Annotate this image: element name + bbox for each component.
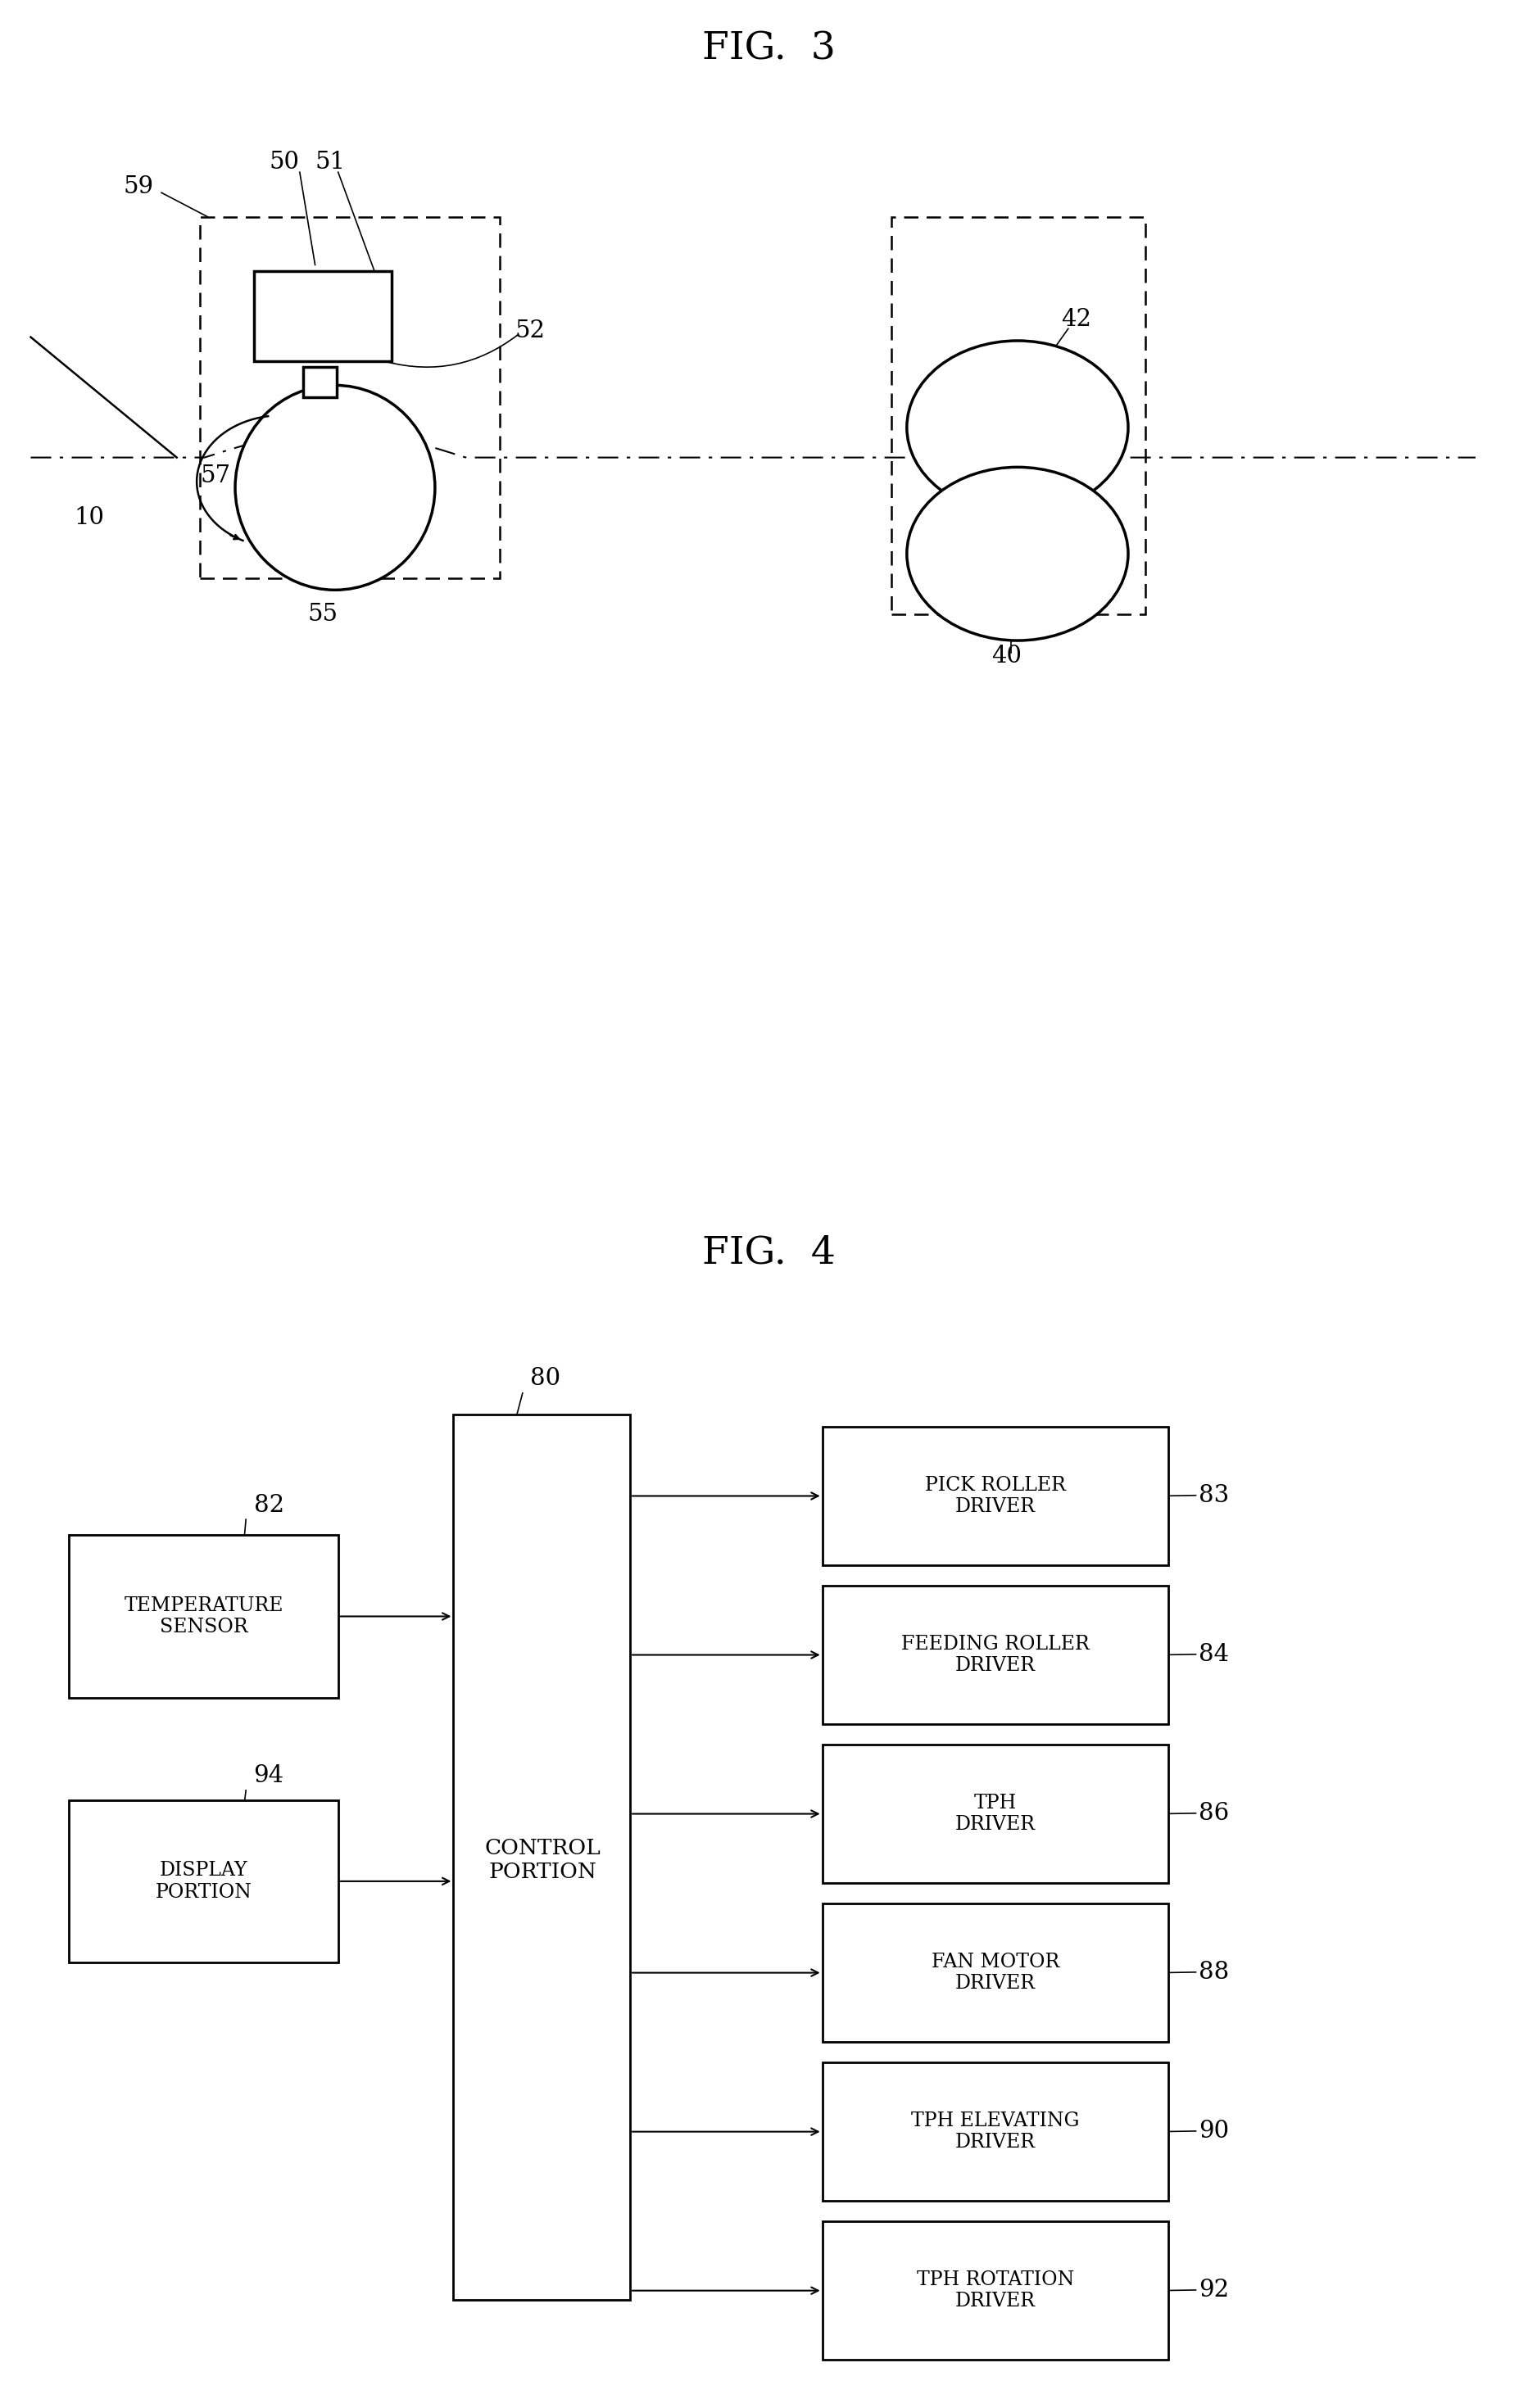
Text: TPH
DRIVER: TPH DRIVER xyxy=(954,1794,1036,1835)
Text: 57: 57 xyxy=(200,465,231,486)
Bar xyxy=(69,1801,338,1963)
Bar xyxy=(822,1743,1168,1883)
Text: 55: 55 xyxy=(307,602,338,626)
Text: TEMPERATURE
SENSOR: TEMPERATURE SENSOR xyxy=(124,1597,283,1637)
Bar xyxy=(69,1536,338,1698)
Text: 80: 80 xyxy=(530,1368,561,1389)
Text: TPH ROTATION
DRIVER: TPH ROTATION DRIVER xyxy=(916,2271,1074,2312)
Bar xyxy=(891,217,1145,614)
Text: 92: 92 xyxy=(1199,2278,1230,2302)
Text: 50: 50 xyxy=(269,152,300,173)
Bar xyxy=(822,1902,1168,2042)
Text: FIG.  4: FIG. 4 xyxy=(702,1233,835,1271)
Bar xyxy=(822,2061,1168,2201)
Text: 86: 86 xyxy=(1199,1801,1230,1825)
Text: 51: 51 xyxy=(315,152,346,173)
Text: 90: 90 xyxy=(1199,2119,1230,2143)
Text: FIG.  3: FIG. 3 xyxy=(702,31,835,67)
Bar xyxy=(822,1587,1168,1724)
Circle shape xyxy=(907,467,1128,641)
Text: 42: 42 xyxy=(1061,308,1091,330)
Text: 10: 10 xyxy=(74,506,105,530)
Bar xyxy=(822,1426,1168,1565)
Text: 41: 41 xyxy=(1061,525,1091,547)
Text: FAN MOTOR
DRIVER: FAN MOTOR DRIVER xyxy=(931,1953,1059,1994)
Text: FEEDING ROLLER
DRIVER: FEEDING ROLLER DRIVER xyxy=(901,1635,1090,1676)
Bar xyxy=(200,217,500,578)
Bar xyxy=(453,1416,630,2300)
Text: CONTROL
PORTION: CONTROL PORTION xyxy=(484,1837,601,1883)
Text: 40: 40 xyxy=(991,645,1022,667)
Text: 94: 94 xyxy=(254,1765,284,1787)
Text: 52: 52 xyxy=(515,320,546,342)
Text: PICK ROLLER
DRIVER: PICK ROLLER DRIVER xyxy=(925,1476,1065,1517)
Text: TPH ELEVATING
DRIVER: TPH ELEVATING DRIVER xyxy=(911,2112,1079,2153)
Text: DISPLAY
PORTION: DISPLAY PORTION xyxy=(155,1861,252,1902)
Bar xyxy=(254,272,392,361)
Text: 59: 59 xyxy=(123,176,154,197)
Circle shape xyxy=(907,340,1128,515)
Bar xyxy=(822,2220,1168,2360)
Ellipse shape xyxy=(235,385,435,590)
Text: 83: 83 xyxy=(1199,1483,1230,1507)
Text: 82: 82 xyxy=(254,1493,284,1517)
Bar xyxy=(303,368,337,397)
Text: 88: 88 xyxy=(1199,1960,1230,1984)
Text: 84: 84 xyxy=(1199,1642,1230,1666)
